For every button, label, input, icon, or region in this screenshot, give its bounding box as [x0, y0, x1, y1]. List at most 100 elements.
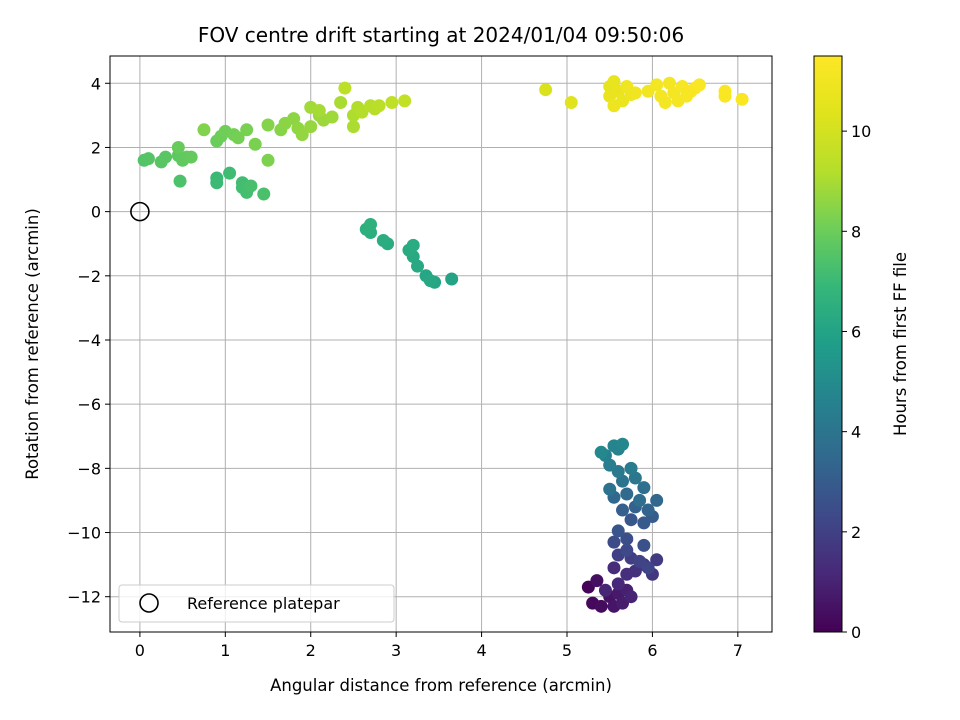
y-tick-label: 0: [91, 203, 101, 222]
data-point: [611, 524, 625, 538]
data-point: [173, 174, 187, 188]
data-point: [398, 94, 412, 108]
y-tick-label: −8: [77, 459, 101, 478]
data-point: [445, 272, 459, 286]
plot-frame: [109, 55, 773, 633]
colorbar-tick-label: 8: [851, 222, 861, 241]
legend-marker: [139, 593, 159, 613]
data-point: [171, 140, 185, 154]
data-point: [650, 493, 664, 507]
data-point: [650, 553, 664, 567]
y-tick-label: −10: [67, 524, 101, 543]
legend-entry-label: Reference platepar: [187, 594, 340, 613]
colorbar-tick-label: 4: [851, 423, 861, 442]
chart-title: FOV centre drift starting at 2024/01/04 …: [198, 23, 684, 47]
data-point: [616, 437, 630, 451]
data-point: [295, 128, 309, 142]
data-point: [633, 493, 647, 507]
y-axis-label: Rotation from reference (arcmin): [23, 208, 42, 480]
legend-box: [118, 584, 395, 623]
data-point: [338, 81, 352, 95]
data-point: [223, 166, 237, 180]
data-point: [240, 123, 254, 137]
data-point: [364, 217, 378, 231]
data-point: [312, 104, 326, 118]
x-tick-label: 3: [391, 641, 401, 660]
data-point: [620, 532, 634, 546]
colorbar: 0 2 4 6 8 10 Hours from first FF file: [813, 55, 910, 642]
data-point: [718, 84, 732, 98]
data-point: [261, 153, 275, 167]
x-axis: 0 1 2 3 4 5 6 7: [135, 632, 743, 660]
y-tick-label: −12: [67, 588, 101, 607]
data-point: [611, 577, 625, 591]
x-axis-label: Angular distance from reference (arcmin): [270, 676, 612, 695]
y-tick-label: 2: [91, 138, 101, 157]
data-point: [624, 461, 638, 475]
legend: Reference platepar: [118, 584, 395, 623]
colorbar-tick-label: 10: [851, 122, 871, 141]
data-point: [658, 96, 672, 110]
data-point: [325, 110, 339, 124]
data-point: [346, 120, 360, 134]
y-tick-label: −6: [77, 395, 101, 414]
data-point: [304, 120, 318, 134]
data-point: [620, 487, 634, 501]
data-point: [598, 583, 612, 597]
data-point: [624, 590, 638, 604]
x-tick-label: 6: [647, 641, 657, 660]
data-point: [590, 574, 604, 588]
data-point: [248, 137, 262, 151]
data-point: [231, 131, 245, 145]
data-point: [385, 96, 399, 110]
data-point: [620, 543, 634, 557]
data-point: [735, 92, 749, 106]
y-tick-label: 4: [91, 74, 101, 93]
data-point: [372, 99, 386, 113]
x-tick-label: 0: [135, 641, 145, 660]
data-point: [641, 561, 655, 575]
data-point: [692, 78, 706, 92]
y-axis: 4 2 0 −2 −4 −6 −8 −10 −12: [67, 74, 110, 607]
data-point: [624, 513, 638, 527]
data-point: [607, 535, 621, 549]
colorbar-tick-label: 0: [851, 623, 861, 642]
data-point: [244, 179, 258, 193]
reference-point-marker: [130, 201, 150, 222]
data-point: [628, 86, 642, 100]
data-point: [616, 503, 630, 517]
data-point: [210, 176, 224, 190]
data-point: [197, 123, 211, 137]
colorbar-label: Hours from first FF file: [891, 252, 910, 436]
data-point: [603, 482, 617, 496]
data-point: [564, 96, 578, 110]
data-point: [650, 78, 664, 92]
grid: [110, 56, 772, 632]
x-tick-label: 2: [306, 641, 316, 660]
data-point: [376, 234, 390, 248]
data-point: [539, 83, 553, 97]
data-point: [607, 99, 621, 113]
colorbar-tick-label: 2: [851, 523, 861, 542]
x-tick-label: 5: [562, 641, 572, 660]
data-point: [406, 238, 420, 252]
data-point: [261, 118, 275, 132]
data-point: [184, 150, 198, 164]
data-point: [641, 503, 655, 517]
data-point: [607, 561, 621, 575]
colorbar-tick-label: 6: [851, 322, 861, 341]
data-point: [423, 274, 437, 288]
x-tick-label: 4: [476, 641, 486, 660]
data-point: [334, 96, 348, 110]
data-point: [637, 538, 651, 552]
data-point: [159, 150, 173, 164]
data-point: [594, 445, 608, 459]
colorbar-gradient: [813, 55, 843, 633]
data-point: [141, 152, 155, 166]
data-point: [594, 599, 608, 613]
x-tick-label: 7: [733, 641, 743, 660]
y-tick-label: −4: [77, 331, 101, 350]
data-point: [257, 187, 271, 201]
data-point: [637, 481, 651, 495]
